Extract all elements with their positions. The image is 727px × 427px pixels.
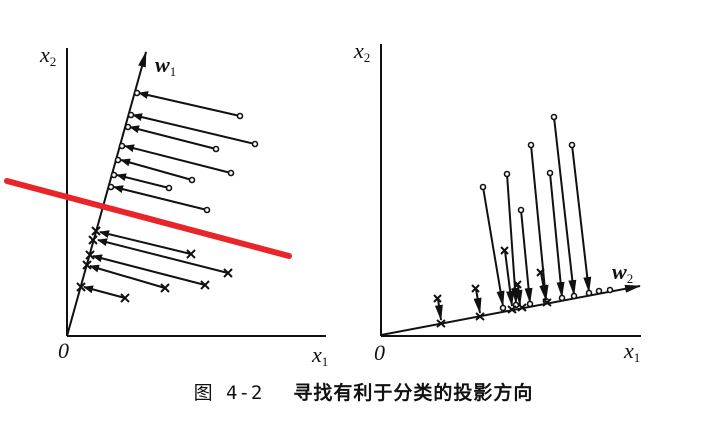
- figure-number: 图 4-2: [193, 382, 264, 404]
- left-x-axis-label: x1: [311, 342, 328, 369]
- left-y-axis-label: x2: [39, 42, 56, 69]
- right-y-axis-label: x2: [353, 38, 370, 65]
- red-decision-boundary: [4, 178, 292, 259]
- right-cross-class-projections: [434, 250, 548, 321]
- left-cross-points: [76, 226, 233, 303]
- w1-label: w1: [155, 52, 176, 79]
- left-circle-points: [107, 89, 259, 214]
- left-circle-class-projections: [113, 91, 256, 211]
- left-origin-label: 0: [58, 338, 69, 363]
- figure-caption: 图 4-2 寻找有利于分类的投影方向: [0, 378, 727, 405]
- right-circle-points: [479, 113, 614, 312]
- figure-title: 寻找有利于分类的投影方向: [293, 382, 534, 404]
- left-cross-class-projections: [83, 230, 229, 299]
- left-panel: x2 x1 0 w1: [4, 42, 328, 369]
- w2-label: w2: [612, 259, 633, 286]
- right-x-axis-label: x1: [623, 338, 640, 365]
- right-panel: x2 x1 0 w2: [353, 38, 641, 365]
- right-origin-label: 0: [374, 340, 385, 365]
- right-cross-points: [433, 246, 552, 328]
